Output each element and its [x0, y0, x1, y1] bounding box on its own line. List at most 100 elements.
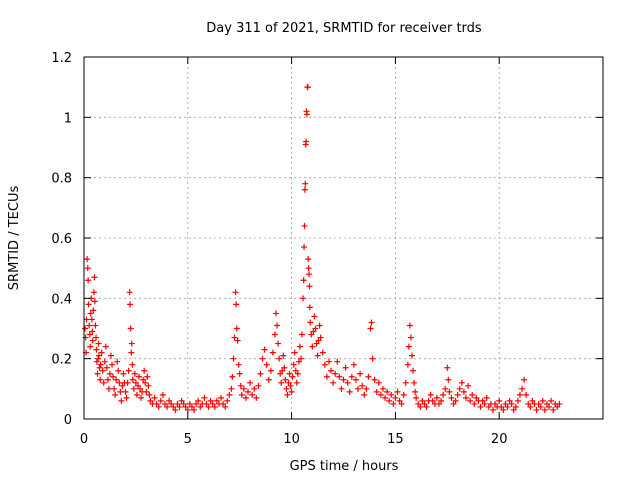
- data-point: [205, 403, 212, 410]
- data-point: [481, 400, 488, 407]
- data-point: [209, 400, 216, 407]
- x-tick-label: 5: [184, 432, 192, 447]
- data-point: [301, 186, 308, 193]
- x-tick-label: 10: [283, 432, 300, 447]
- data-point: [282, 376, 289, 383]
- x-tick-label: 20: [491, 432, 508, 447]
- data-point: [141, 367, 148, 374]
- data-point: [123, 394, 130, 401]
- data-point: [136, 373, 143, 380]
- data-point: [442, 385, 449, 392]
- x-axis-label: GPS time / hours: [290, 459, 399, 474]
- data-point: [249, 391, 256, 398]
- data-point: [186, 400, 193, 407]
- data-point: [388, 391, 395, 398]
- data-point: [85, 277, 92, 284]
- x-tick-label: 15: [387, 432, 404, 447]
- data-point: [427, 391, 434, 398]
- data-point: [510, 406, 517, 413]
- data-point: [116, 379, 123, 386]
- data-point: [308, 331, 315, 338]
- data-point: [276, 355, 283, 362]
- data-point: [195, 397, 202, 404]
- data-point: [174, 400, 181, 407]
- data-point: [304, 84, 311, 91]
- data-point: [92, 322, 99, 329]
- data-point: [233, 301, 240, 308]
- data-point: [535, 400, 542, 407]
- data-point: [105, 385, 112, 392]
- data-point: [405, 343, 412, 350]
- y-tick-label: 1: [64, 111, 72, 126]
- data-point: [147, 397, 154, 404]
- data-point: [307, 319, 314, 326]
- data-point: [523, 391, 530, 398]
- data-point: [86, 331, 93, 338]
- data-point: [118, 397, 125, 404]
- data-point: [132, 379, 139, 386]
- data-point: [556, 400, 563, 407]
- data-point: [251, 385, 258, 392]
- data-point: [180, 400, 187, 407]
- data-point: [305, 256, 312, 263]
- data-point: [325, 358, 332, 365]
- data-point: [392, 394, 399, 401]
- data-point: [521, 376, 528, 383]
- data-point: [340, 376, 347, 383]
- data-point: [305, 265, 312, 272]
- data-point: [142, 379, 149, 386]
- data-point: [109, 361, 116, 368]
- data-point: [164, 403, 171, 410]
- data-point: [284, 391, 291, 398]
- data-point: [406, 322, 413, 329]
- data-point: [342, 364, 349, 371]
- data-point: [119, 382, 126, 389]
- data-point: [306, 271, 313, 278]
- data-point: [315, 337, 322, 344]
- data-point: [182, 403, 189, 410]
- data-point: [230, 355, 237, 362]
- data-point: [120, 370, 127, 377]
- data-point: [269, 349, 276, 356]
- data-point: [516, 391, 523, 398]
- data-point: [95, 340, 102, 347]
- data-point: [137, 385, 144, 392]
- data-point: [415, 400, 422, 407]
- data-point: [274, 322, 281, 329]
- data-point: [128, 349, 135, 356]
- data-point: [101, 358, 108, 365]
- y-tick-label: 0.4: [51, 292, 72, 307]
- data-point: [111, 385, 118, 392]
- data-point: [338, 385, 345, 392]
- data-point: [184, 406, 191, 413]
- data-point: [371, 376, 378, 383]
- data-point: [394, 388, 401, 395]
- data-point: [334, 358, 341, 365]
- data-point: [295, 358, 302, 365]
- data-point: [100, 379, 107, 386]
- data-point: [496, 397, 503, 404]
- data-point: [113, 376, 120, 383]
- data-point: [502, 400, 509, 407]
- data-point: [452, 397, 459, 404]
- data-point: [348, 373, 355, 380]
- data-point: [236, 370, 243, 377]
- data-point: [232, 289, 239, 296]
- data-point: [226, 391, 233, 398]
- data-point: [127, 325, 134, 332]
- data-point: [504, 403, 511, 410]
- data-point: [278, 379, 285, 386]
- data-point: [97, 361, 104, 368]
- data-point: [261, 346, 268, 353]
- data-point: [541, 406, 548, 413]
- data-point: [423, 403, 430, 410]
- data-point: [90, 289, 97, 296]
- data-point: [454, 391, 461, 398]
- data-point: [90, 307, 97, 314]
- data-point: [297, 355, 304, 362]
- data-point: [131, 370, 138, 377]
- data-point: [94, 370, 101, 377]
- data-point: [117, 388, 124, 395]
- data-point: [293, 379, 300, 386]
- data-point: [93, 334, 100, 341]
